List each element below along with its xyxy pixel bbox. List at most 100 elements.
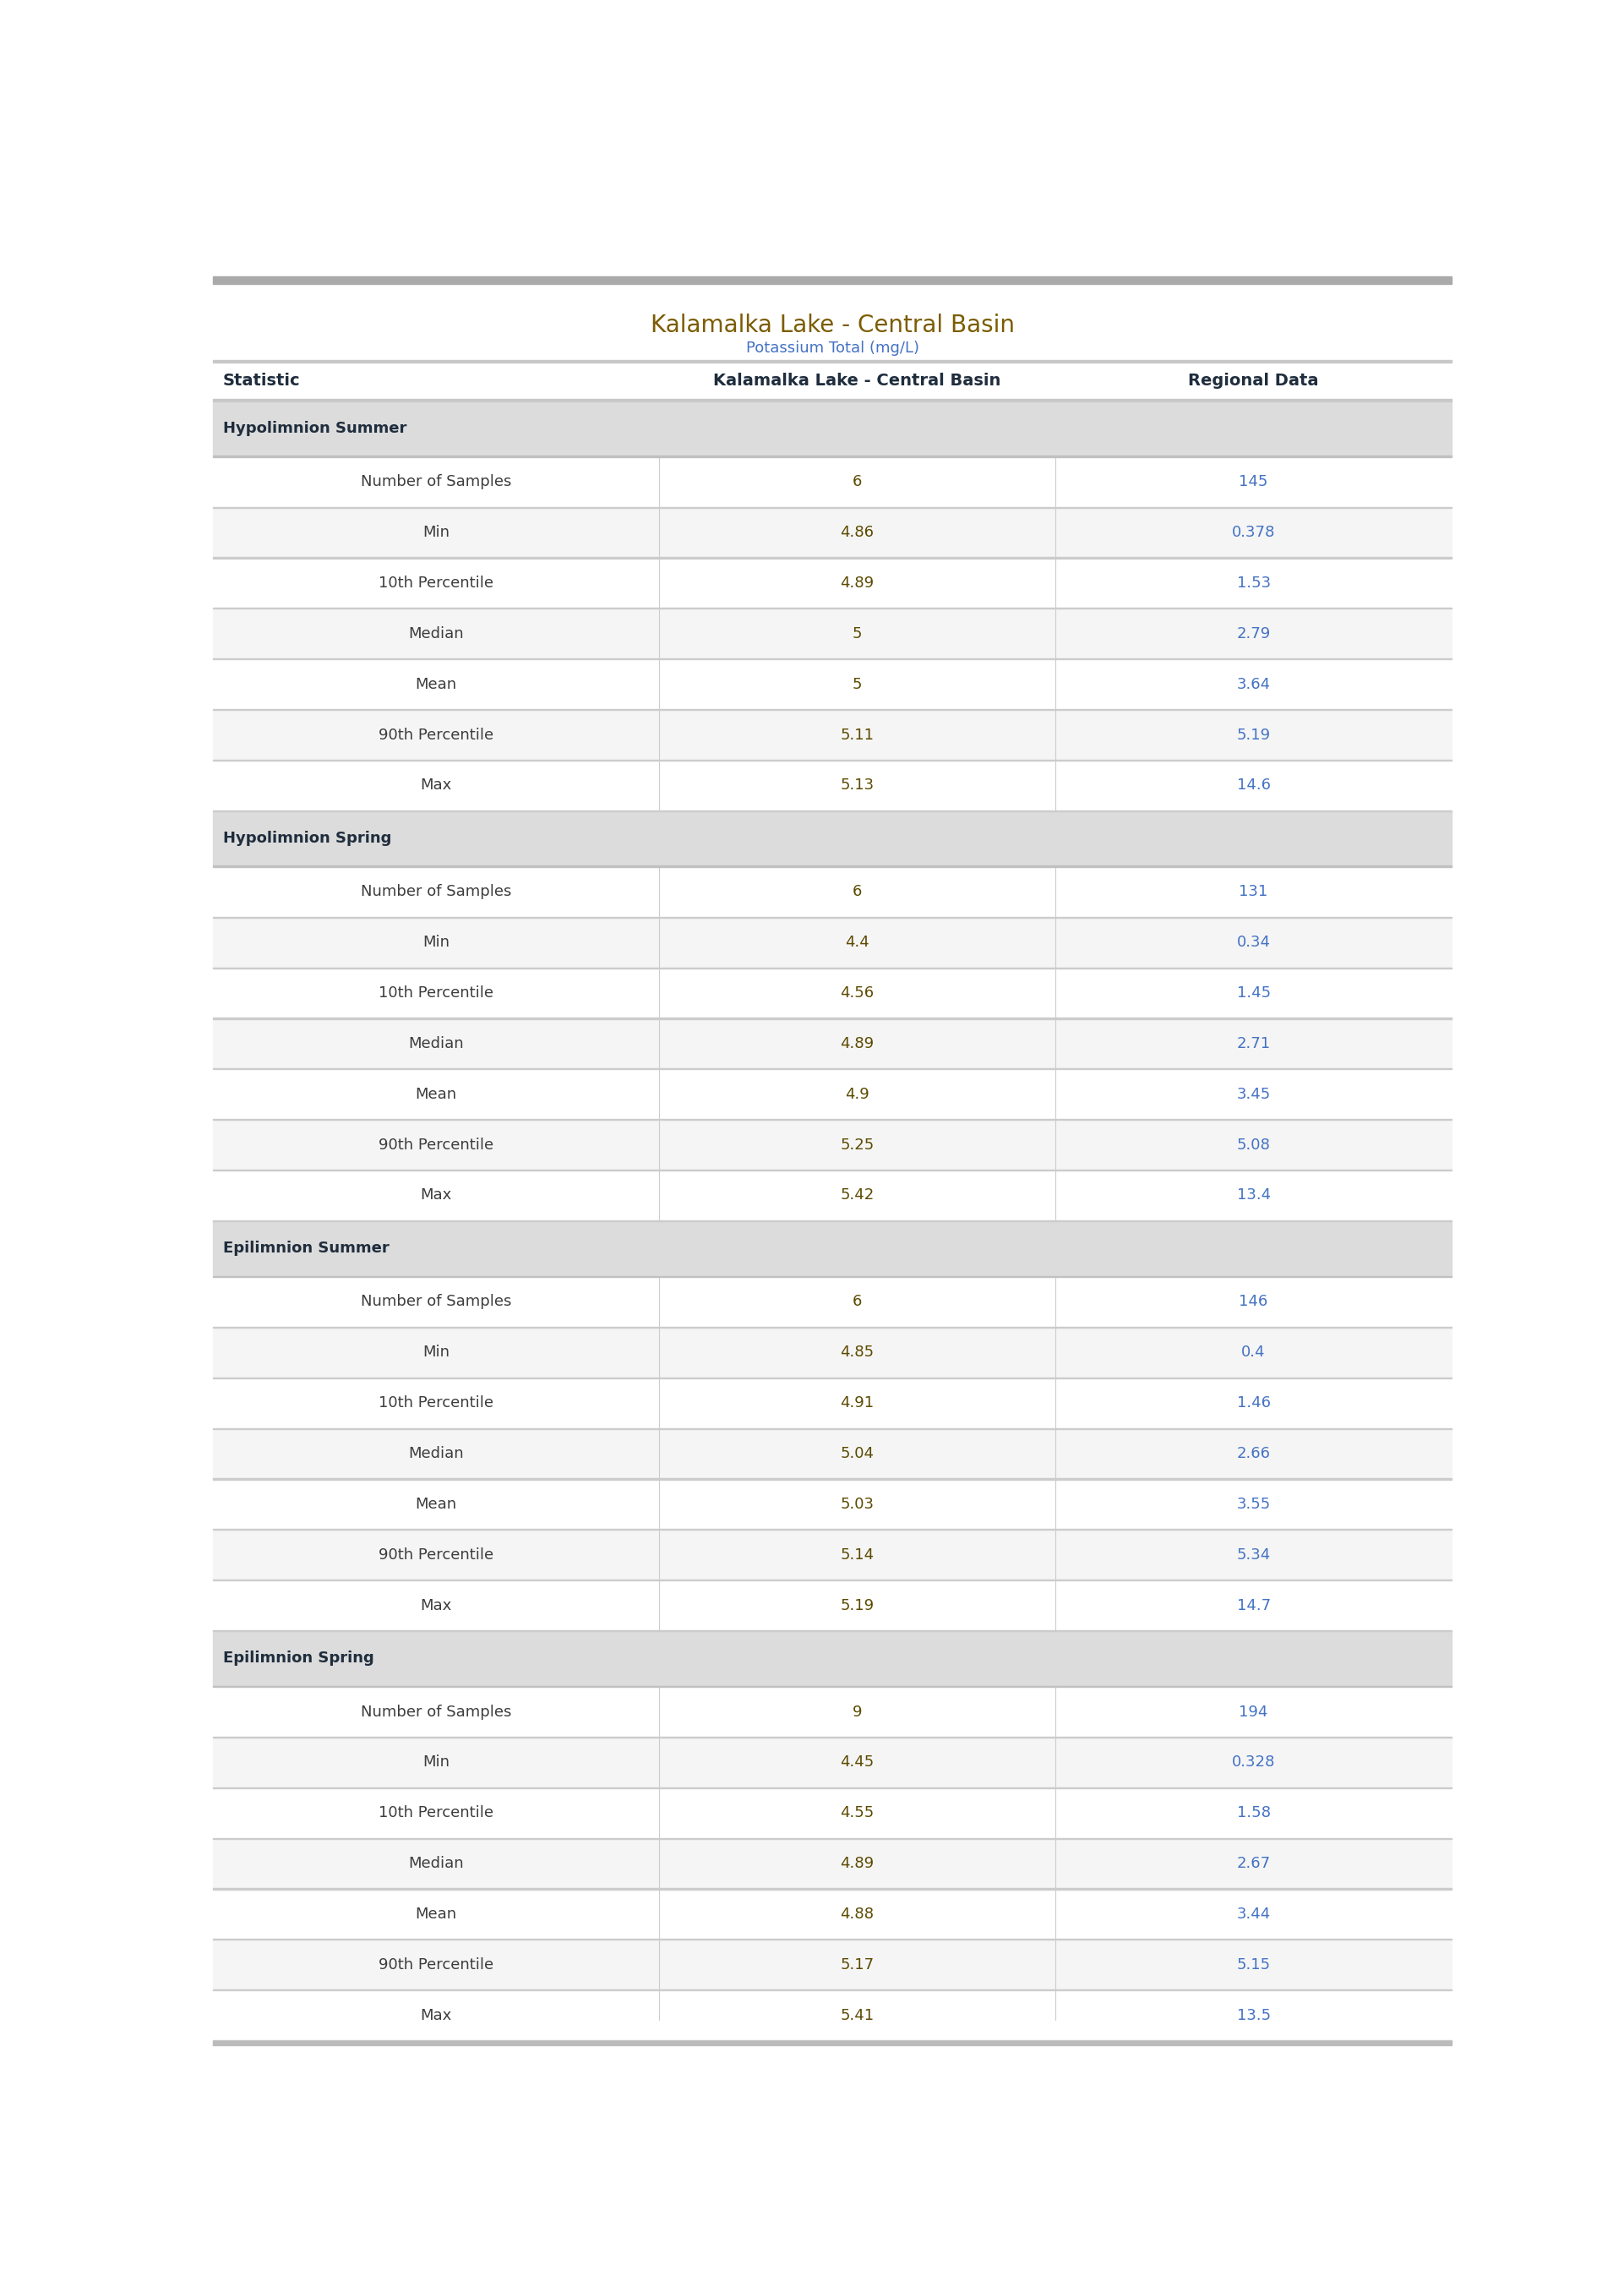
Bar [213,1941,1452,1989]
Bar [213,400,1452,402]
Bar [213,1328,1452,1378]
Bar [213,1378,1452,1428]
Text: Statistic: Statistic [222,372,300,388]
Bar [213,1428,1452,1478]
Text: 9: 9 [853,1705,862,1718]
Text: 4.89: 4.89 [840,1035,874,1051]
Bar [213,456,1452,506]
Bar [213,1737,1452,1786]
Text: 4.86: 4.86 [840,524,874,540]
Text: 5.03: 5.03 [840,1496,874,1512]
Bar [213,969,1452,1017]
Text: Mean: Mean [416,1907,456,1923]
Text: 2.67: 2.67 [1236,1857,1270,1870]
Text: 0.34: 0.34 [1236,935,1270,951]
Text: 5.34: 5.34 [1236,1548,1270,1562]
Text: Number of Samples: Number of Samples [361,1294,512,1310]
Bar [213,1580,1452,1630]
Text: 3.44: 3.44 [1236,1907,1270,1923]
Text: 13.5: 13.5 [1236,2007,1270,2023]
Bar [213,1530,1452,1580]
Text: 145: 145 [1239,474,1268,490]
Text: Min: Min [422,935,450,951]
Bar [213,1171,1452,1221]
Text: 3.45: 3.45 [1236,1087,1270,1101]
Text: Number of Samples: Number of Samples [361,885,512,899]
Text: 90th Percentile: 90th Percentile [378,1957,494,1973]
Bar [213,508,1452,558]
Text: 90th Percentile: 90th Percentile [378,1137,494,1153]
Text: Max: Max [421,2007,451,2023]
Text: 5: 5 [853,676,862,692]
Bar [213,1687,1452,1737]
Bar [213,810,1452,865]
Text: Median: Median [408,1035,463,1051]
Text: 4.89: 4.89 [840,1857,874,1870]
Bar [213,1632,1452,1687]
Text: 5.08: 5.08 [1237,1137,1270,1153]
Bar [213,2041,1452,2045]
Text: Epilimnion Spring: Epilimnion Spring [222,1650,374,1666]
Bar [213,1991,1452,2041]
Text: 0.378: 0.378 [1233,524,1275,540]
Text: Kalamalka Lake - Central Basin: Kalamalka Lake - Central Basin [713,372,1000,388]
Text: 6: 6 [853,885,862,899]
Text: Epilimnion Summer: Epilimnion Summer [222,1242,388,1255]
Text: 5: 5 [853,627,862,642]
Text: 4.9: 4.9 [844,1087,869,1101]
Text: Hypolimnion Spring: Hypolimnion Spring [222,831,391,847]
Text: 3.55: 3.55 [1236,1496,1270,1512]
Text: 5.13: 5.13 [840,779,874,792]
Text: 4.88: 4.88 [840,1907,874,1923]
Bar [213,760,1452,810]
Bar [213,661,1452,708]
Text: 10th Percentile: 10th Percentile [378,985,494,1001]
Text: 6: 6 [853,474,862,490]
Text: 1.46: 1.46 [1236,1396,1270,1410]
Bar [213,711,1452,760]
Text: Mean: Mean [416,1496,456,1512]
Text: 1.58: 1.58 [1236,1805,1270,1821]
Text: 2.71: 2.71 [1236,1035,1270,1051]
Text: 146: 146 [1239,1294,1268,1310]
Text: 14.7: 14.7 [1236,1598,1270,1614]
Bar [213,402,1452,456]
Bar [213,1789,1452,1839]
Text: 194: 194 [1239,1705,1268,1718]
Text: Median: Median [408,1857,463,1870]
Text: 5.14: 5.14 [840,1548,874,1562]
Text: 6: 6 [853,1294,862,1310]
Bar [213,558,1452,608]
Text: Min: Min [422,1755,450,1771]
Text: Max: Max [421,1187,451,1203]
Text: Max: Max [421,779,451,792]
Text: Max: Max [421,1598,451,1614]
Text: Potassium Total (mg/L): Potassium Total (mg/L) [745,340,919,356]
Bar [213,1889,1452,1939]
Text: Kalamalka Lake - Central Basin: Kalamalka Lake - Central Basin [650,313,1015,336]
Bar [213,277,1452,284]
Text: 4.91: 4.91 [840,1396,874,1410]
Text: Regional Data: Regional Data [1189,372,1319,388]
Text: 4.55: 4.55 [840,1805,874,1821]
Bar [213,608,1452,658]
Text: 5.42: 5.42 [840,1187,874,1203]
Text: 4.45: 4.45 [840,1755,874,1771]
Text: 4.4: 4.4 [844,935,869,951]
Text: 131: 131 [1239,885,1268,899]
Text: 1.53: 1.53 [1236,577,1270,590]
Bar [213,1221,1452,1276]
Text: 2.79: 2.79 [1236,627,1270,642]
Text: 5.19: 5.19 [1236,726,1270,742]
Text: 5.19: 5.19 [840,1598,874,1614]
Bar [213,867,1452,917]
Text: 4.89: 4.89 [840,577,874,590]
Bar [213,1119,1452,1169]
Bar [213,917,1452,967]
Text: Number of Samples: Number of Samples [361,1705,512,1718]
Text: 4.56: 4.56 [840,985,874,1001]
Text: Hypolimnion Summer: Hypolimnion Summer [222,420,406,436]
Text: Median: Median [408,627,463,642]
Text: 5.04: 5.04 [840,1446,874,1462]
Text: 0.328: 0.328 [1233,1755,1275,1771]
